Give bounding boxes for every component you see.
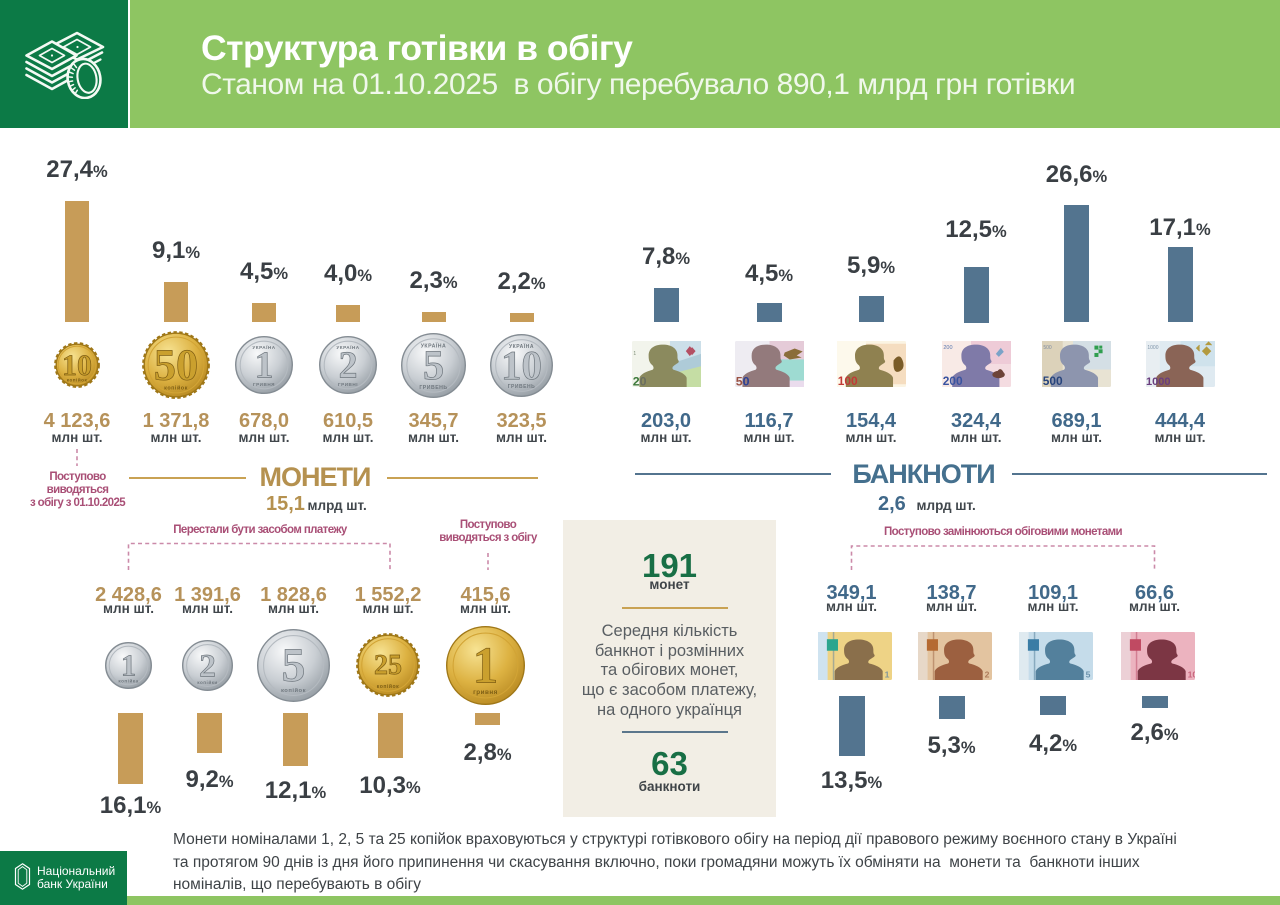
svg-text:ГРИВЕНЬ: ГРИВЕНЬ: [508, 384, 536, 390]
svg-text:копійок: копійок: [281, 686, 306, 693]
svg-text:ГРИВЕНЬ: ГРИВЕНЬ: [419, 384, 447, 390]
svg-text:100: 100: [837, 374, 857, 387]
svg-text:2: 2: [199, 647, 216, 684]
svg-text:20: 20: [632, 375, 646, 387]
svg-text:УКРАЇНА: УКРАЇНА: [252, 344, 275, 350]
svg-text:500: 500: [1043, 345, 1052, 351]
svg-text:1: 1: [884, 670, 889, 680]
svg-text:гривня: гривня: [473, 688, 498, 695]
svg-text:10: 10: [62, 349, 92, 382]
svg-text:50: 50: [735, 375, 749, 387]
svg-text:5: 5: [423, 342, 444, 389]
svg-text:копійок: копійок: [377, 683, 399, 690]
svg-text:УКРАЇНА: УКРАЇНА: [421, 342, 447, 349]
svg-text:УКРАЇНА: УКРАЇНА: [336, 344, 359, 350]
svg-text:копійка: копійка: [118, 677, 138, 683]
svg-text:200: 200: [943, 345, 952, 351]
svg-text:копійки: копійки: [197, 678, 218, 684]
svg-text:1: 1: [633, 351, 636, 357]
svg-text:5: 5: [1086, 670, 1091, 680]
svg-text:1: 1: [121, 648, 136, 682]
svg-text:копійок: копійок: [164, 384, 188, 391]
svg-text:2: 2: [339, 344, 358, 386]
svg-text:500: 500: [1043, 374, 1063, 387]
svg-text:ГРИВНІ: ГРИВНІ: [338, 382, 358, 387]
svg-text:10: 10: [501, 343, 542, 388]
svg-text:50: 50: [154, 341, 198, 390]
svg-text:25: 25: [374, 650, 402, 681]
svg-text:1: 1: [255, 344, 274, 386]
svg-text:ГРИВНЯ: ГРИВНЯ: [253, 382, 275, 387]
svg-text:10: 10: [1187, 670, 1194, 680]
svg-text:1000: 1000: [1147, 345, 1158, 351]
svg-text:5: 5: [282, 640, 306, 692]
svg-text:1: 1: [473, 637, 499, 694]
svg-text:2: 2: [984, 670, 989, 680]
svg-text:1000: 1000: [1146, 376, 1171, 387]
svg-text:УКРАЇНА: УКРАЇНА: [509, 342, 534, 349]
svg-text:200: 200: [942, 374, 962, 387]
svg-text:копійок: копійок: [67, 377, 88, 383]
